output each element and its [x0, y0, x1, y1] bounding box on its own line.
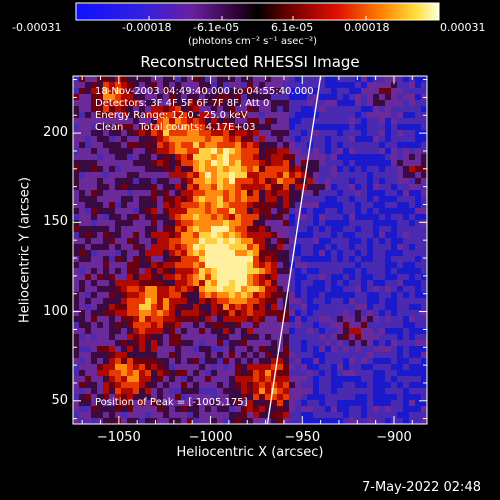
colorbar-units: (photons cm⁻² s⁻¹ asec⁻²): [188, 36, 318, 47]
y-axis-label: Heliocentric Y (arcsec): [17, 177, 33, 323]
plot-frame: [72, 75, 428, 425]
cb-label-4: 0.00018: [344, 21, 390, 34]
axis-ticks: [73, 76, 427, 424]
x-tick-label: −1000: [188, 430, 233, 445]
limb-line: [266, 76, 322, 424]
timestamp: 7-May-2022 02:48: [362, 480, 481, 495]
info-peak-position: Position of Peak = [-1005,175]: [95, 397, 248, 408]
x-tick-label: −1050: [96, 430, 141, 445]
y-tick-label: 200: [43, 125, 68, 141]
y-tick-label: 50: [51, 392, 68, 408]
cb-label-2: -6.1e-05: [193, 21, 240, 34]
info-clean-counts: Clean Total counts: 4.17E+03: [95, 122, 256, 133]
plot-title: Reconstructed RHESSI Image: [140, 53, 360, 71]
info-time-range: 18-Nov-2003 04:49:40.000 to 04:55:40.000: [95, 86, 314, 97]
x-tick-label: −900: [376, 430, 412, 445]
image-area: [73, 76, 427, 424]
colorbar: [75, 2, 440, 21]
info-energy-range: Energy Range: 12.0 - 25.0 keV: [95, 110, 248, 121]
cb-label-1: -0.00018: [122, 21, 172, 34]
colorbar-gradient: [75, 2, 440, 21]
x-axis-label: Heliocentric X (arcsec): [176, 445, 324, 460]
info-detectors: Detectors: 3F 4F 5F 6F 7F 8F, Att 0: [95, 98, 270, 109]
y-tick-label: 150: [43, 214, 68, 230]
y-tick-label: 100: [43, 303, 68, 319]
cb-label-3: 6.1e-05: [271, 21, 314, 34]
cb-label-5: 0.00031: [440, 21, 486, 34]
x-tick-label: −950: [284, 430, 321, 445]
cb-label-0: -0.00031: [12, 21, 62, 34]
